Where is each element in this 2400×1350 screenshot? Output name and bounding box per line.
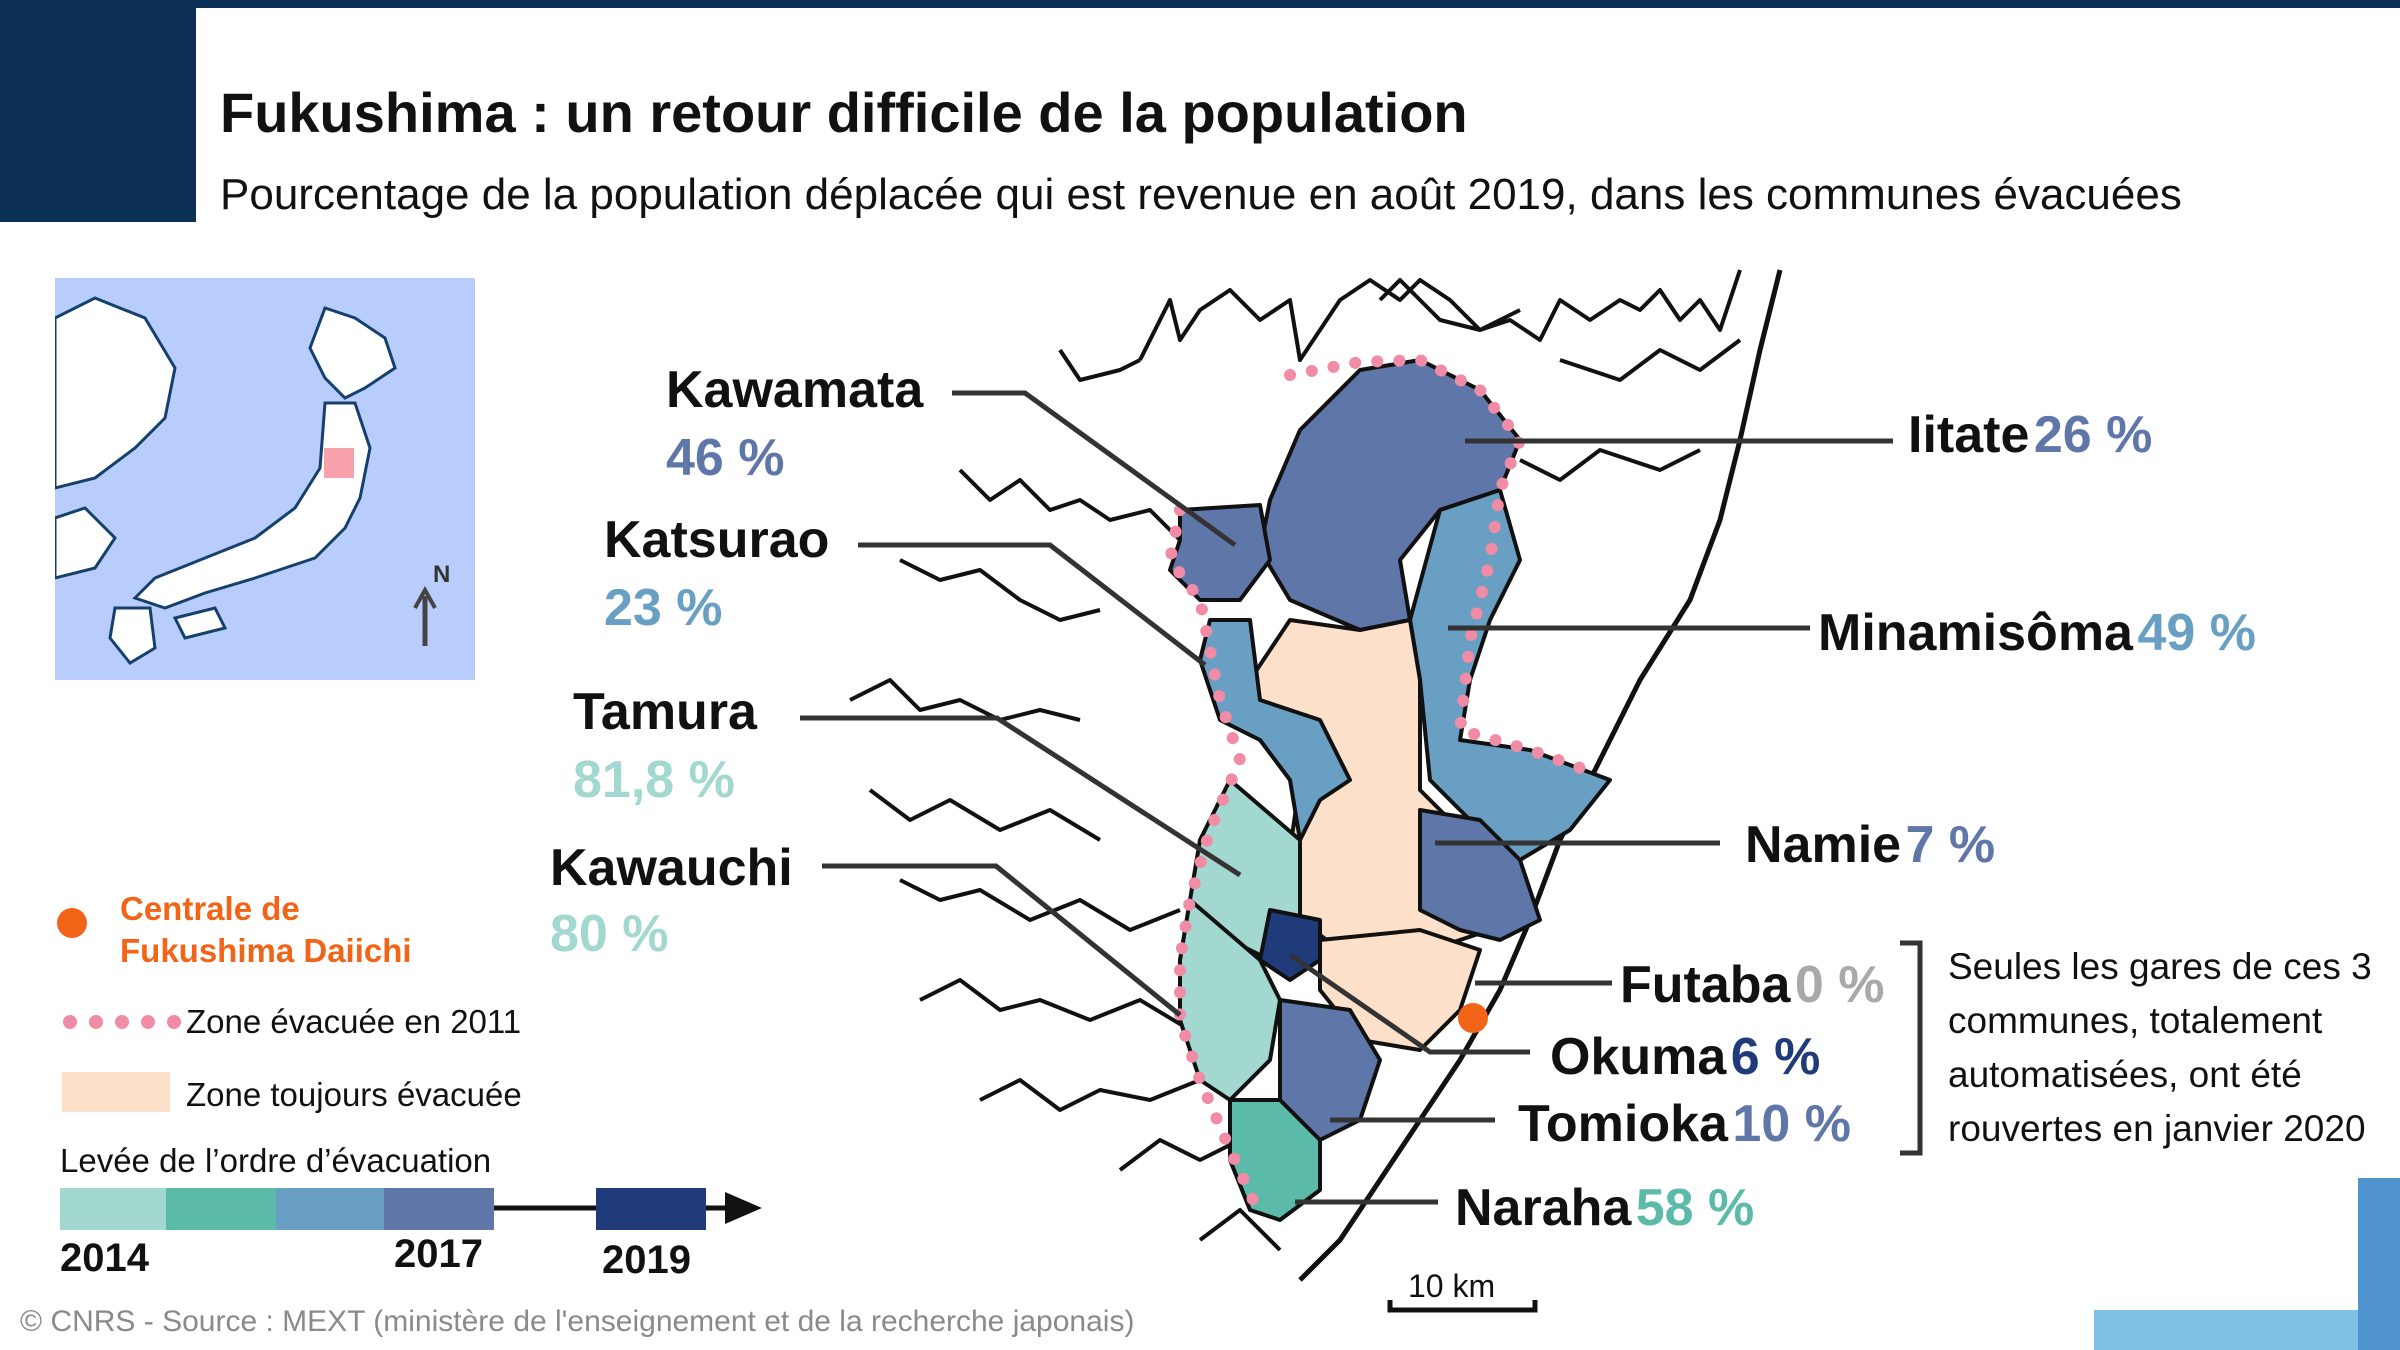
value-tomioka: 10 % (1732, 1095, 1851, 1153)
futaba-area (1318, 928, 1482, 1052)
legend-evacuated-2011-label: Zone évacuée en 2011 (186, 1003, 522, 1040)
value-iitate: 26 % (2033, 406, 2153, 464)
coastline (1298, 269, 1783, 1282)
kawamata-area (1168, 503, 1272, 602)
minamisoma-area (1408, 488, 1612, 862)
label-tamura: Tamura (573, 683, 757, 741)
value-minamisoma: 49 % (2137, 604, 2256, 662)
label-okuma: Okuma (1550, 1028, 1727, 1086)
legend-plant-marker (57, 908, 87, 938)
value-tamura: 81,8 % (573, 751, 735, 809)
legend-still-evacuated-swatch (62, 1072, 170, 1112)
value-naraha: 58 % (1635, 1179, 1755, 1237)
value-kawauchi: 80 % (550, 905, 669, 963)
legend-dotted-line (63, 1015, 181, 1029)
label-kawauchi: Kawauchi (550, 839, 793, 897)
legend-year-2014: 2014 (60, 1236, 149, 1280)
tomioka-label-group: Tomioka 10 % (1518, 1094, 1851, 1154)
value-futaba: 0 % (1794, 956, 1885, 1014)
okuma-label-group: Okuma 6 % (1550, 1027, 1820, 1087)
namie-label-group: Namie 7 % (1745, 815, 1995, 875)
naraha-label-group: Naraha 58 % (1455, 1178, 1754, 1238)
corner-accent-light (2094, 1310, 2358, 1350)
label-iitate: Iitate (1908, 406, 2030, 464)
legend-still-evacuated-label: Zone toujours évacuée (186, 1076, 522, 1113)
iitate-area (1258, 358, 1522, 632)
fukushima-location-marker (324, 448, 354, 478)
legend-timeline-swatches (60, 1188, 706, 1230)
corner-accent-blue (2358, 1178, 2400, 1350)
scale-bar (1387, 1300, 1538, 1313)
value-kawamata: 46 % (666, 429, 785, 487)
japan-outline (55, 296, 437, 665)
label-tomioka: Tomioka (1518, 1095, 1728, 1153)
legend-timeline-title: Levée de l’ordre d’évacuation (60, 1142, 492, 1179)
naraha-area (1228, 1098, 1322, 1222)
municipal-boundaries (849, 269, 1742, 1252)
iitate-label-group: Iitate 26 % (1908, 405, 2152, 465)
evacuated-2011-boundary (1163, 353, 1606, 1221)
page-title: Fukushima : un retour difficile de la po… (220, 81, 1468, 144)
label-katsurao: Katsurao (604, 511, 830, 569)
value-katsurao: 23 % (604, 579, 723, 637)
top-bar (0, 0, 2400, 8)
futaba-label-group: Futaba 0 % (1620, 955, 1885, 1015)
bracket (1900, 940, 1923, 1156)
legend-plant-label: Centrale de Fukushima Daiichi (120, 890, 412, 969)
katsurao-area (1198, 618, 1352, 842)
label-futaba: Futaba (1620, 956, 1791, 1014)
legend-year-2017: 2017 (394, 1232, 483, 1276)
japan-inset-map: N (55, 278, 475, 680)
label-namie: Namie (1745, 816, 1902, 874)
source-credit: © CNRS - Source : MEXT (ministère de l'e… (20, 1305, 1135, 1338)
stations-note: Seules les gares de ces 3 communes, tota… (1948, 946, 2372, 1149)
legend-year-2019: 2019 (602, 1238, 691, 1282)
label-minamisoma: Minamisôma (1818, 604, 2133, 662)
scale-label: 10 km (1408, 1268, 1496, 1304)
value-okuma: 6 % (1730, 1028, 1821, 1086)
label-kawamata: Kawamata (666, 361, 924, 419)
corner-block (0, 0, 196, 222)
fukushima-daiichi-plant-marker (1458, 1003, 1488, 1033)
page-subtitle: Pourcentage de la population déplacée qu… (220, 170, 2182, 219)
value-namie: 7 % (1905, 816, 1996, 874)
compass-north-label: N (433, 561, 451, 588)
label-naraha: Naraha (1455, 1179, 1632, 1237)
minamisoma-label-group: Minamisôma 49 % (1818, 603, 2256, 663)
